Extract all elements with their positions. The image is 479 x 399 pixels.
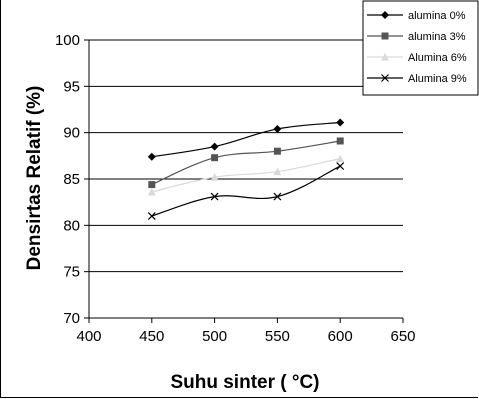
data-point-1-1	[211, 154, 219, 162]
data-point-3-2	[273, 192, 282, 201]
series-1	[148, 137, 344, 189]
series-layer	[147, 118, 345, 220]
data-point-2-2	[273, 167, 282, 176]
data-point-3-3	[336, 162, 345, 170]
data-point-1-2	[273, 147, 281, 155]
y-tick-label-5: 95	[63, 78, 80, 95]
data-point-2-3	[336, 154, 345, 163]
x-tick-label-2: 500	[202, 328, 227, 345]
legend-label-0: alumina 0%	[408, 10, 466, 22]
y-tick-label-2: 80	[63, 217, 80, 234]
x-tick-label-4: 600	[328, 328, 353, 345]
legend-box	[362, 0, 479, 96]
ticks: 70 75 80 85 90 95 100 400 450 500 550 600 650	[55, 32, 416, 345]
legend: alumina 0% alumina 3% Alumina 6% Alumina 9%	[362, 0, 479, 96]
data-point-1-0	[148, 181, 156, 189]
y-tick-label-3: 85	[63, 171, 80, 188]
series-0	[147, 118, 345, 161]
y-tick-label-4: 90	[63, 125, 80, 142]
legend-marker-1	[381, 32, 389, 40]
legend-marker-0	[381, 11, 389, 19]
data-point-0-1	[210, 142, 219, 151]
data-point-2-0	[147, 187, 156, 196]
x-tick-label-0: 400	[76, 328, 101, 345]
data-point-1-3	[336, 137, 344, 145]
legend-label-2: Alumina 6%	[408, 52, 467, 64]
data-point-2-1	[210, 173, 219, 181]
y-axis-title: Densirtas Relatif (%)	[24, 86, 45, 271]
data-point-3-0	[147, 212, 156, 220]
legend-label-1: alumina 3%	[408, 31, 466, 43]
series-line-1	[151, 140, 341, 186]
x-tick-label-3: 550	[265, 328, 290, 345]
series-line-3	[151, 165, 341, 217]
series-line-0	[151, 121, 341, 158]
data-point-0-2	[273, 124, 282, 133]
y-tick-label-6: 100	[55, 32, 80, 49]
legend-marker-3	[381, 74, 389, 82]
data-point-0-0	[147, 152, 156, 161]
series-line-2	[151, 158, 341, 193]
y-tick-label-0: 70	[63, 310, 80, 327]
x-tick-label-1: 450	[139, 328, 164, 345]
series-3	[147, 162, 345, 220]
legend-label-3: Alumina 9%	[408, 73, 467, 85]
data-point-3-1	[210, 192, 219, 201]
x-axis-title: Suhu sinter ( °C)	[170, 372, 319, 393]
grid	[89, 39, 403, 319]
series-2	[147, 154, 345, 196]
y-tick-label-1: 75	[63, 264, 80, 281]
data-point-0-3	[336, 118, 345, 127]
x-tick-label-5: 650	[390, 328, 415, 345]
legend-marker-2	[381, 53, 389, 61]
